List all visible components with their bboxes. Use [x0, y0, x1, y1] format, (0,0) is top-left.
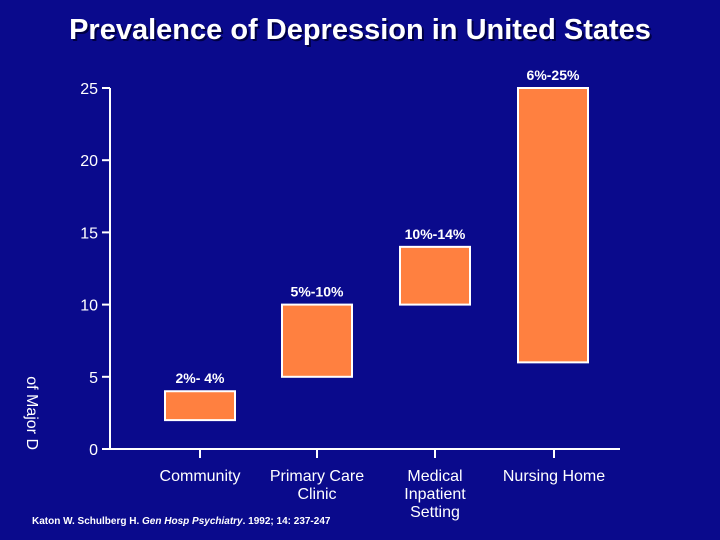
y-tick-label: 10: [80, 298, 98, 315]
y-tick-label: 20: [80, 153, 98, 170]
chart-title: Prevalence of Depression in United State…: [69, 14, 651, 46]
y-axis-title: of Major D: [23, 376, 40, 450]
y-tick-label: 0: [89, 442, 98, 459]
x-category-label: Primary Care: [270, 468, 364, 485]
citation-authors: Katon W. Schulberg H.: [32, 516, 140, 527]
range-data-label: 2%- 4%: [175, 370, 225, 386]
y-tick-label: 5: [89, 370, 98, 387]
citation-journal: Gen Hosp Psychiatry: [142, 516, 243, 527]
range-bar: [164, 390, 236, 422]
range-data-label: 6%-25%: [527, 67, 580, 83]
range-data-label: 5%-10%: [291, 284, 344, 300]
range-bar: [399, 245, 471, 306]
range-data-label: 10%-14%: [405, 226, 466, 242]
x-category-label: Clinic: [297, 486, 336, 503]
y-tick-label: 25: [80, 81, 98, 98]
range-bar: [517, 87, 589, 364]
y-tick-label: 15: [80, 225, 98, 242]
citation: Katon W. Schulberg H. Gen Hosp Psychiatr…: [32, 516, 330, 527]
range-bar: [281, 303, 353, 378]
x-category-label: Medical: [407, 468, 462, 485]
citation-details: . 1992; 14: 237-247: [242, 516, 331, 527]
x-category-label: Inpatient: [404, 486, 466, 503]
x-category-label: Setting: [410, 504, 460, 521]
x-category-label: Community: [160, 468, 241, 485]
x-category-label: Nursing Home: [503, 468, 605, 485]
